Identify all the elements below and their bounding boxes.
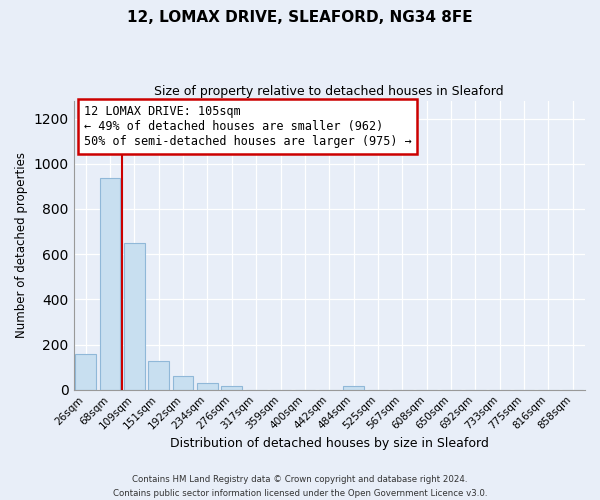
- Bar: [124, 243, 145, 390]
- Bar: [197, 384, 218, 390]
- Bar: [221, 386, 242, 390]
- Bar: [148, 362, 169, 390]
- Text: Contains HM Land Registry data © Crown copyright and database right 2024.
Contai: Contains HM Land Registry data © Crown c…: [113, 476, 487, 498]
- Y-axis label: Number of detached properties: Number of detached properties: [15, 152, 28, 338]
- X-axis label: Distribution of detached houses by size in Sleaford: Distribution of detached houses by size …: [170, 437, 489, 450]
- Title: Size of property relative to detached houses in Sleaford: Size of property relative to detached ho…: [154, 85, 504, 98]
- Bar: [343, 386, 364, 390]
- Bar: [173, 376, 193, 390]
- Bar: [100, 178, 121, 390]
- Text: 12, LOMAX DRIVE, SLEAFORD, NG34 8FE: 12, LOMAX DRIVE, SLEAFORD, NG34 8FE: [127, 10, 473, 25]
- Text: 12 LOMAX DRIVE: 105sqm
← 49% of detached houses are smaller (962)
50% of semi-de: 12 LOMAX DRIVE: 105sqm ← 49% of detached…: [84, 105, 412, 148]
- Bar: [76, 354, 96, 390]
